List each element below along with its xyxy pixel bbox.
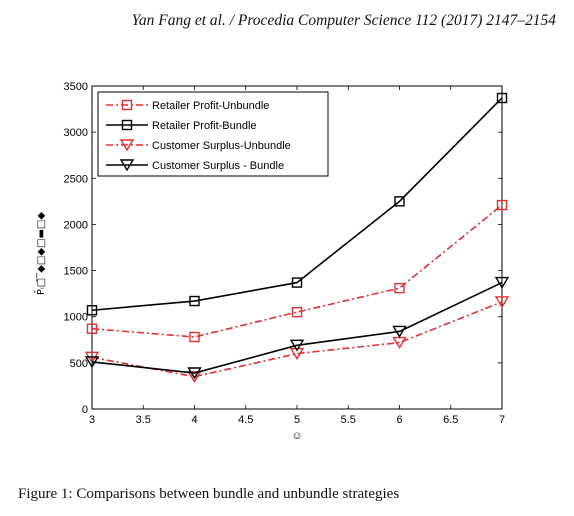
data-point	[86, 305, 98, 316]
series-2	[86, 92, 508, 316]
data-point	[496, 92, 508, 104]
data-point	[84, 356, 100, 369]
y-axis-label: P̄ᵢ□̄‾◆□◆□▬□◆	[34, 212, 47, 295]
legend: Retailer Profit-Unbundle Retailer Profit-…	[97, 91, 329, 177]
legend-marker	[119, 159, 135, 172]
data-point	[289, 347, 305, 360]
series-line	[91, 97, 503, 312]
series-1	[86, 199, 508, 343]
series-4	[84, 276, 510, 380]
x-tick-label: 5.5	[341, 414, 356, 426]
data-point	[187, 367, 202, 380]
running-header: Yan Fang et al. / Procedia Computer Scie…	[131, 12, 556, 29]
data-point	[189, 331, 200, 343]
legend-label: Customer Surplus-Unbundle	[152, 140, 291, 152]
legend-label: Customer Surplus - Bundle	[152, 160, 284, 172]
series-line	[91, 281, 503, 374]
legend-label: Retailer Profit-Unbundle	[152, 100, 269, 112]
legend-marker	[119, 139, 135, 152]
legend-marker	[121, 119, 133, 131]
y-tick-label: 2500	[64, 173, 88, 185]
data-point	[394, 196, 405, 207]
y-tick-label: 3000	[64, 127, 88, 139]
data-point	[494, 276, 510, 289]
data-point	[494, 296, 510, 309]
data-point	[496, 199, 508, 211]
x-tick-label: 3	[89, 414, 95, 426]
data-point	[394, 282, 405, 294]
x-tick-label: 5	[294, 414, 300, 426]
data-point	[291, 306, 303, 318]
data-point	[291, 277, 303, 288]
x-tick-label: 7	[499, 414, 505, 426]
series-line	[91, 301, 503, 378]
x-tick-label: 3.5	[136, 414, 151, 426]
legend-marker	[121, 99, 133, 111]
legend-label: Retailer Profit-Bundle	[152, 120, 257, 132]
figure-caption: Figure 1: Comparisons between bundle and…	[18, 486, 400, 502]
y-tick-label: 3500	[64, 81, 88, 93]
x-tick-label: 6	[396, 414, 402, 426]
x-tick-label: 6.5	[443, 414, 458, 426]
data-point	[187, 371, 202, 384]
data-point	[392, 325, 407, 338]
y-tick-label: 2000	[64, 219, 88, 231]
x-axis-label: ☺	[291, 430, 302, 442]
x-tick-label: 4	[191, 414, 197, 426]
data-point	[289, 339, 305, 352]
y-tick-label: 1000	[64, 312, 88, 324]
y-tick-label: 1500	[64, 266, 88, 278]
y-tick-label: 0	[82, 404, 88, 416]
x-tick-label: 4.5	[238, 414, 253, 426]
legend-box	[97, 91, 329, 177]
data-point	[189, 295, 200, 307]
y-tick-label: 500	[70, 358, 88, 370]
data-point	[86, 323, 98, 334]
